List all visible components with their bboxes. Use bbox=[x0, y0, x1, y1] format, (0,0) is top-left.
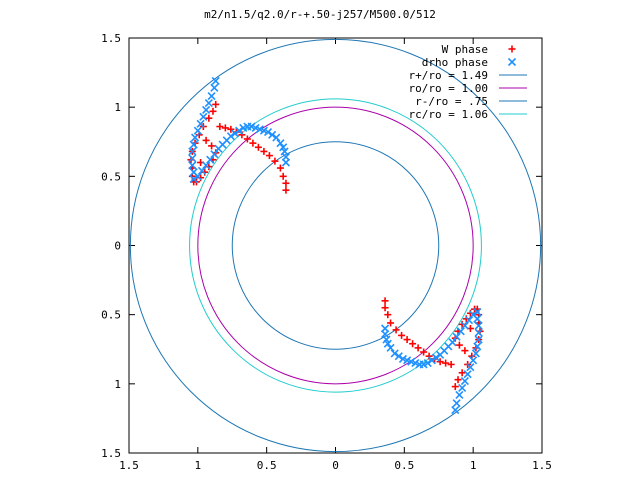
drho-phase-point bbox=[226, 132, 235, 141]
drho-phase-point bbox=[451, 406, 460, 415]
drho-phase-point bbox=[211, 76, 220, 85]
legend-label: W phase bbox=[442, 43, 488, 56]
drho-phase-point bbox=[473, 307, 482, 316]
legend-label: ro/ro = 1.00 bbox=[409, 82, 488, 95]
drho-phase-point bbox=[473, 342, 482, 351]
drho-phase-point bbox=[469, 356, 478, 365]
drho-phase-point bbox=[268, 130, 277, 139]
drho-phase-point bbox=[394, 352, 403, 361]
drho-phase-point bbox=[474, 335, 483, 344]
drho-phase-point bbox=[456, 327, 465, 336]
chart-title: m2/n1.5/q2.0/r-+.50-j257/M500.0/512 bbox=[204, 8, 436, 21]
drho-phase-point bbox=[202, 161, 211, 170]
y-tick-label: 0 bbox=[114, 240, 121, 253]
legend-marker bbox=[507, 57, 517, 67]
legend-label: drho phase bbox=[422, 56, 488, 69]
drho-phase-point bbox=[191, 133, 200, 142]
drho-phase-point bbox=[189, 140, 198, 149]
drho-phase-point bbox=[407, 357, 416, 366]
drho-phase-point bbox=[189, 175, 198, 184]
drho-phase-point bbox=[188, 161, 197, 170]
drho-phase-point bbox=[255, 125, 264, 134]
circle-r bbox=[231, 141, 440, 350]
drho-phase-point bbox=[235, 126, 244, 135]
drho-phase-point bbox=[383, 339, 392, 348]
drho-phase-point bbox=[204, 98, 213, 108]
drho-phase-point bbox=[281, 158, 291, 167]
drho-phase-point bbox=[386, 343, 395, 352]
drho-phase-point bbox=[474, 328, 483, 337]
x-tick-label: 1.5 bbox=[119, 459, 139, 472]
drho-phase-point bbox=[458, 383, 467, 393]
drho-phase-point bbox=[474, 321, 483, 330]
drho-phase-point bbox=[247, 122, 256, 131]
y-tick-label: 0.5 bbox=[101, 170, 121, 183]
y-tick-label: 1.5 bbox=[101, 32, 121, 45]
x-tick-label: 1 bbox=[195, 459, 202, 472]
drho-phase-point bbox=[279, 143, 288, 152]
drho-phase-point bbox=[188, 147, 197, 156]
legend-label: rc/ro = 1.06 bbox=[409, 108, 488, 121]
drho-phase-point bbox=[403, 356, 412, 365]
drho-phase-point bbox=[276, 139, 285, 148]
drho-phase-point bbox=[197, 166, 207, 175]
drho-phase-point bbox=[452, 332, 461, 341]
y-tick-label: 1 bbox=[114, 378, 121, 391]
x-tick-label: 0.5 bbox=[394, 459, 414, 472]
drho-phase-point bbox=[398, 354, 408, 363]
drho-phase-point bbox=[466, 363, 475, 372]
drho-phase-point bbox=[431, 353, 441, 362]
drho-phase-point bbox=[380, 324, 390, 333]
circle-ro bbox=[197, 106, 474, 385]
drho-phase-point bbox=[199, 112, 208, 121]
drho-phase-point bbox=[436, 350, 445, 359]
drho-phase-point bbox=[390, 349, 399, 358]
legend-label: r-/ro = .75 bbox=[415, 95, 488, 108]
drho-phase-point bbox=[411, 359, 420, 368]
drho-phase-point bbox=[193, 172, 202, 181]
drho-phase-point bbox=[415, 360, 424, 369]
y-tick-label: 0.5 bbox=[101, 309, 121, 322]
drho-phase-point bbox=[452, 399, 461, 408]
data-points bbox=[187, 76, 484, 415]
drho-phase-point bbox=[455, 390, 464, 399]
drho-phase-point bbox=[463, 370, 472, 379]
x-tick-label: 0 bbox=[332, 459, 339, 472]
drho-phase-point bbox=[230, 129, 240, 138]
drho-phase-point bbox=[464, 316, 474, 325]
drho-phase-point bbox=[207, 92, 216, 101]
drho-phase-point bbox=[210, 83, 219, 92]
drho-phase-point bbox=[251, 123, 260, 132]
drho-phase-point bbox=[259, 126, 268, 135]
drho-phase-point bbox=[471, 349, 480, 358]
y-tick-label: 1.5 bbox=[101, 447, 121, 460]
y-tick-label: 1 bbox=[114, 101, 121, 114]
drho-phase-point bbox=[189, 168, 198, 177]
circle-rc bbox=[189, 98, 482, 393]
drho-phase-point bbox=[427, 356, 436, 365]
drho-phase-point bbox=[188, 154, 197, 163]
drho-phase-point bbox=[460, 377, 469, 386]
drho-phase-point bbox=[206, 155, 215, 164]
circle-r bbox=[129, 38, 542, 453]
drho-phase-point bbox=[196, 119, 205, 128]
drho-phase-point bbox=[193, 126, 202, 135]
drho-phase-point bbox=[263, 128, 273, 137]
x-tick-label: 1 bbox=[470, 459, 477, 472]
reference-circles bbox=[129, 38, 542, 453]
drho-phase-point bbox=[210, 150, 219, 159]
drho-phase-point bbox=[272, 133, 281, 142]
drho-phase-point bbox=[469, 310, 478, 319]
x-tick-label: 0.5 bbox=[257, 459, 277, 472]
x-tick-label: 1.5 bbox=[532, 459, 552, 472]
legend-label: r+/ro = 1.49 bbox=[409, 69, 488, 82]
drho-phase-point bbox=[473, 314, 482, 323]
drho-phase-point bbox=[460, 321, 469, 330]
drho-phase-point bbox=[202, 105, 211, 114]
